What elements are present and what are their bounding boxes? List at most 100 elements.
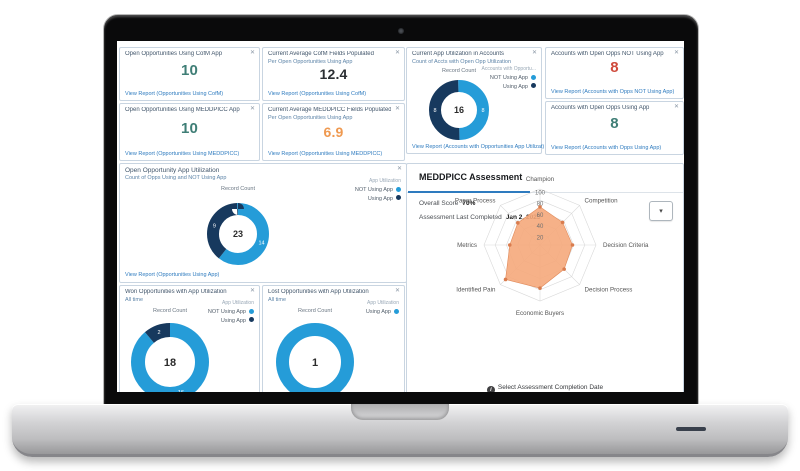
close-icon[interactable]: ✕ [531, 50, 537, 56]
legend-title: App Utilization [222, 300, 254, 306]
card-title: Accounts with Open Opps NOT Using App [551, 51, 664, 57]
card-subtitle: Count of Accts with Open Opp Utilization [412, 59, 512, 65]
view-report-link[interactable]: View Report (Accounts with Opportunities… [412, 144, 545, 150]
legend-dot [249, 308, 254, 314]
card-accounts-not-using-app: Accounts with Open Opps NOT Using App ✕ … [545, 47, 684, 99]
assessment-date-footer[interactable]: i Select Assessment Completion Date [407, 384, 683, 392]
chevron-down-icon: ▾ [659, 208, 663, 215]
legend-item[interactable]: Using App [208, 317, 254, 326]
card-title: Open Opportunities Using MEDDPICC App [125, 107, 240, 113]
svg-text:80: 80 [537, 202, 544, 208]
overall-score-label: Overall Score [419, 200, 459, 207]
overall-score-row: Overall Score 70% [419, 200, 475, 207]
view-report-link[interactable]: View Report (Accounts with Opps NOT Usin… [551, 89, 675, 95]
legend-item[interactable]: NOT Using App [355, 186, 401, 195]
metric-value: 12.4 [319, 66, 348, 82]
legend-dot [531, 83, 536, 88]
laptop-base [12, 404, 788, 457]
card-open-opp-app-utilization: Open Opportunity App Utilization Count o… [119, 163, 407, 283]
overall-score-value: 70% [462, 200, 476, 207]
chart-legend: App Utilization NOT Using App Using App [355, 178, 401, 203]
card-subtitle: Per Open Opportunities Using App [268, 115, 353, 121]
view-report-link[interactable]: View Report (Accounts with Opps Using Ap… [551, 145, 662, 151]
card-account-app-utilization: Current App Utilization in Accounts Coun… [406, 47, 545, 154]
metric-value: 6.9 [323, 124, 344, 140]
card-won-opp-app-utilization: Won Opportunities with App Utilization A… [119, 285, 260, 392]
assessment-dropdown-button[interactable]: ▾ [649, 201, 673, 221]
close-icon[interactable]: ✕ [394, 288, 400, 294]
close-icon[interactable]: ✕ [396, 166, 402, 172]
legend-items[interactable]: NOT Using App Using App [208, 308, 254, 325]
metric-value: 8 [610, 115, 619, 132]
view-report-link[interactable]: View Report (Opportunities Using MEDDPIC… [268, 151, 383, 157]
chart-legend: Accounts with Opportu... NOT Using App Us… [482, 66, 536, 91]
card-subtitle: Count of Opps Using and NOT Using App [125, 175, 227, 181]
card-title: Open Opportunities Using CofM App [125, 51, 223, 57]
laptop-lid-bezel: Open Opportunities Using CofM App ✕ 10 V… [103, 14, 699, 406]
last-completed-label: Assessment Last Completed [419, 214, 502, 221]
chart-axis-label: Record Count [221, 186, 255, 192]
svg-text:9: 9 [213, 224, 216, 230]
card-title: Current Average CofM Fields Populated [268, 51, 374, 57]
view-report-link[interactable]: View Report (Opportunities Using MEDDPIC… [125, 151, 240, 157]
legend-dot [396, 195, 401, 200]
close-icon[interactable]: ✕ [249, 50, 255, 56]
close-icon[interactable]: ✕ [673, 50, 679, 56]
chart-legend: App Utilization Using App [366, 300, 399, 317]
svg-text:16: 16 [178, 390, 184, 392]
legend-item[interactable]: Using App [482, 83, 536, 92]
card-open-opps-cofm: Open Opportunities Using CofM App ✕ 10 V… [119, 47, 260, 101]
view-report-link[interactable]: View Report (Opportunities Using CofM) [268, 91, 367, 97]
card-avg-cofm-fields: Current Average CofM Fields Populated Pe… [262, 47, 405, 101]
svg-text:Economic Buyers: Economic Buyers [516, 310, 564, 317]
legend-dot [249, 317, 254, 322]
legend-item[interactable]: NOT Using App [208, 308, 254, 317]
svg-text:Champion: Champion [526, 176, 555, 183]
info-icon: i [486, 385, 495, 392]
chart-axis-label: Record Count [153, 308, 187, 314]
meddpicc-assessment-panel: MEDDPICC Assessment Overall Score 70% Ass… [406, 163, 684, 392]
view-report-link[interactable]: View Report (Opportunities Using App) [125, 272, 220, 278]
metric-value: 10 [180, 62, 199, 79]
card-subtitle: All time [268, 297, 287, 303]
card-open-opps-meddpicc: Open Opportunities Using MEDDPICC App ✕ … [119, 103, 260, 161]
svg-text:Competition: Competition [585, 197, 619, 204]
svg-text:8: 8 [433, 108, 436, 114]
dashboard-screen: Open Opportunities Using CofM App ✕ 10 V… [117, 41, 684, 392]
card-accounts-using-app: Accounts with Open Opps Using App ✕ 8 Vi… [545, 101, 684, 155]
panel-title: MEDDPICC Assessment [419, 172, 523, 182]
legend-items[interactable]: Using App [366, 308, 399, 317]
card-subtitle: All time [125, 297, 144, 303]
card-avg-meddpicc-fields: Current Average MEDDPICC Fields Populate… [262, 103, 405, 161]
card-title: Open Opportunity App Utilization [125, 167, 220, 174]
view-report-link[interactable]: View Report (Opportunities Using CofM) [125, 91, 224, 97]
svg-text:Identified Pain: Identified Pain [456, 287, 496, 294]
legend-item[interactable]: Using App [366, 308, 399, 317]
metric-value: 10 [180, 120, 199, 137]
last-completed-row: Assessment Last Completed Jan 2, 2025 [419, 214, 540, 221]
status-light [676, 427, 706, 431]
legend-dot [531, 74, 536, 80]
legend-title: Accounts with Opportu... [481, 66, 536, 72]
card-title: Won Opportunities with App Utilization [125, 289, 227, 295]
chart-legend: App Utilization NOT Using App Using App [208, 300, 254, 325]
close-icon[interactable]: ✕ [394, 106, 400, 112]
legend-dot [396, 186, 401, 192]
legend-item[interactable]: Using App [355, 195, 401, 204]
legend-items[interactable]: NOT Using App Using App [355, 186, 401, 203]
close-icon[interactable]: ✕ [673, 104, 679, 110]
card-title: Current Average MEDDPICC Fields Populate… [268, 107, 391, 113]
metric-value: 8 [610, 59, 619, 76]
close-icon[interactable]: ✕ [249, 288, 255, 294]
legend-items[interactable]: NOT Using App Using App [482, 74, 536, 91]
close-icon[interactable]: ✕ [249, 106, 255, 112]
close-icon[interactable]: ✕ [394, 50, 400, 56]
footer-label: Select Assessment Completion Date [497, 384, 604, 391]
svg-text:16: 16 [454, 105, 464, 115]
legend-dot [394, 308, 399, 314]
lid-notch [351, 404, 449, 420]
svg-text:2: 2 [158, 330, 161, 336]
legend-item[interactable]: NOT Using App [482, 74, 536, 83]
svg-text:23: 23 [233, 229, 243, 239]
